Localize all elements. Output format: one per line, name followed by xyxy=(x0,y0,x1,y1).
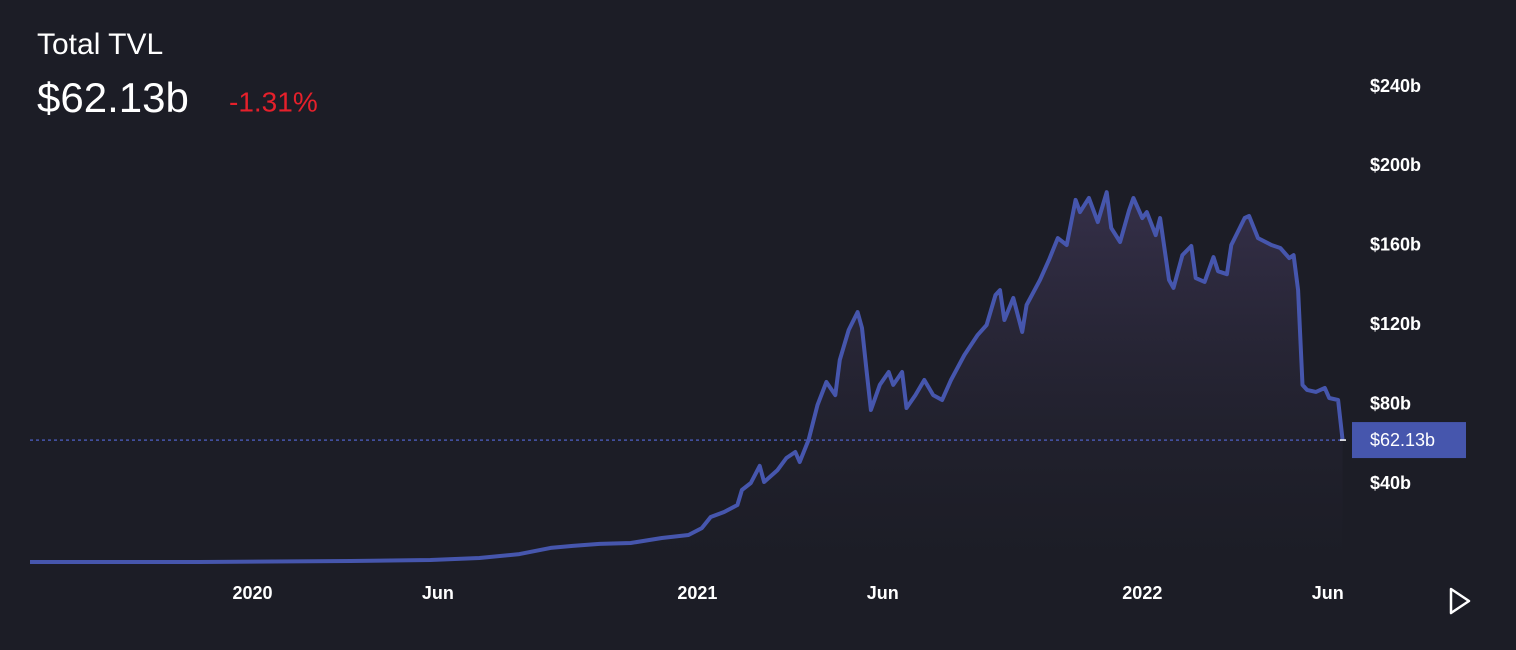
y-tick-label: $160b xyxy=(1370,235,1421,255)
play-button[interactable] xyxy=(1449,587,1471,615)
x-tick-label: 2020 xyxy=(232,583,272,603)
last-value-label: $62.13b xyxy=(1370,430,1435,450)
current-value: $62.13b xyxy=(37,74,189,121)
y-tick-label: $200b xyxy=(1370,155,1421,175)
x-tick-label: 2021 xyxy=(677,583,717,603)
y-tick-label: $240b xyxy=(1370,76,1421,96)
change-percent: -1.31% xyxy=(229,86,318,117)
x-tick-label: Jun xyxy=(1312,583,1344,603)
line xyxy=(30,190,1345,564)
last-value-tag xyxy=(1352,422,1466,459)
x-tick-label: Jun xyxy=(867,583,899,603)
chart-title: Total TVL xyxy=(37,28,163,61)
y-tick-label: $80b xyxy=(1370,393,1411,413)
area xyxy=(30,192,1343,564)
x-tick-label: Jun xyxy=(422,583,454,603)
x-tick-label: 2022 xyxy=(1122,583,1162,603)
play-icon[interactable] xyxy=(1449,587,1471,615)
y-tick-label: $40b xyxy=(1370,473,1411,493)
y-tick-label: $120b xyxy=(1370,314,1421,334)
